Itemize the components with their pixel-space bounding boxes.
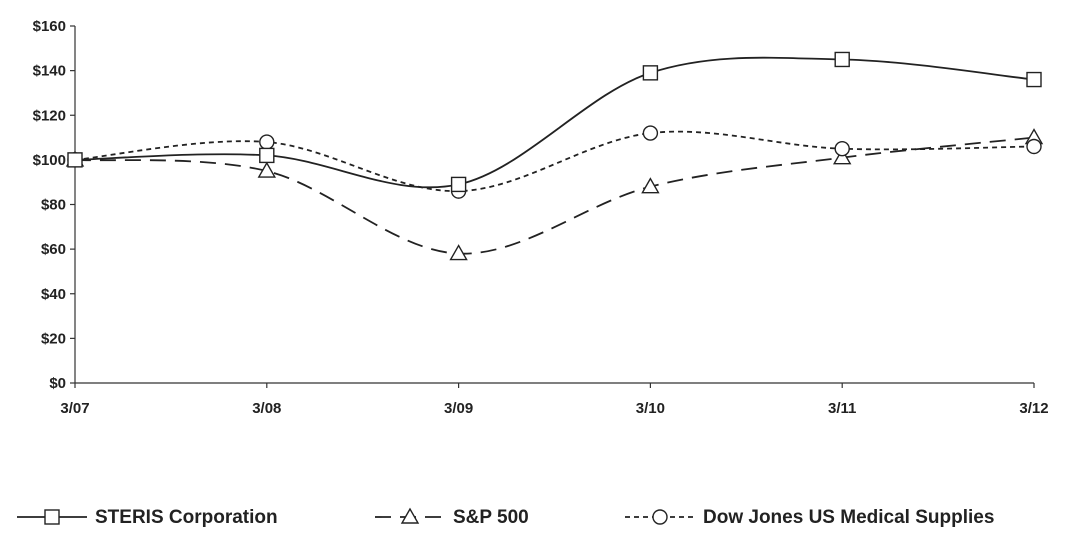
y-tick-label: $60 — [41, 241, 66, 258]
legend-label: STERIS Corporation — [95, 507, 278, 528]
data-point-dow-jones-us-medical-supplies — [642, 125, 659, 141]
series-line-dow-jones-us-medical-supplies — [74, 130, 1035, 193]
legend-marker-triangle-icon — [400, 507, 420, 524]
data-point-steris-corporation — [642, 65, 659, 81]
series-line-steris-corporation — [74, 56, 1035, 189]
legend-marker-square-icon — [44, 509, 60, 525]
legend-label: S&P 500 — [453, 507, 529, 528]
y-tick-label: $40 — [41, 286, 66, 303]
y-axis-ticks: $0 $20 $40 $60 $80 $100 $120 $140 $160 — [33, 18, 75, 392]
data-point-dow-jones-us-medical-supplies — [259, 134, 275, 150]
legend-marker-circle-icon — [652, 509, 668, 525]
y-tick-label: $100 — [33, 152, 66, 169]
legend: STERIS Corporation S&P 500 Dow Jones US Me… — [17, 507, 994, 528]
data-point-s-p-500 — [641, 177, 660, 194]
x-tick-label: 3/08 — [252, 400, 281, 417]
y-tick-label: $140 — [33, 63, 66, 80]
series-lines — [65, 51, 1044, 261]
y-tick-label: $0 — [49, 375, 66, 392]
data-point-steris-corporation — [834, 51, 850, 68]
legend-item-steris-corporation: STERIS Corporation — [17, 507, 278, 528]
data-point-steris-corporation — [1026, 71, 1042, 88]
series-steris-corporation — [67, 51, 1042, 193]
legend-item-s-p-500: S&P 500 — [375, 507, 529, 528]
x-tick-label: 3/07 — [60, 400, 89, 417]
legend-item-dow-jones-us-medical-supplies: Dow Jones US Medical Supplies — [625, 507, 994, 528]
data-point-s-p-500 — [832, 148, 852, 165]
data-point-s-p-500 — [449, 244, 468, 261]
data-point-steris-corporation — [259, 147, 275, 164]
data-point-dow-jones-us-medical-supplies — [834, 141, 850, 157]
data-point-steris-corporation — [67, 152, 83, 168]
data-point-dow-jones-us-medical-supplies — [1026, 138, 1042, 155]
x-tick-label: 3/12 — [1019, 400, 1048, 417]
y-tick-label: $80 — [41, 197, 66, 214]
y-tick-label: $120 — [33, 107, 66, 124]
y-tick-label: $20 — [41, 330, 66, 347]
x-tick-label: 3/09 — [444, 400, 473, 417]
data-point-steris-corporation — [450, 176, 467, 193]
y-tick-label: $160 — [33, 18, 66, 35]
x-tick-label: 3/10 — [636, 400, 665, 417]
legend-label: Dow Jones US Medical Supplies — [703, 507, 994, 528]
axes — [74, 26, 1034, 384]
x-axis-ticks: 3/07 3/08 3/09 3/10 3/11 3/12 — [60, 383, 1049, 417]
x-tick-label: 3/11 — [828, 400, 856, 417]
data-point-s-p-500 — [257, 161, 277, 178]
